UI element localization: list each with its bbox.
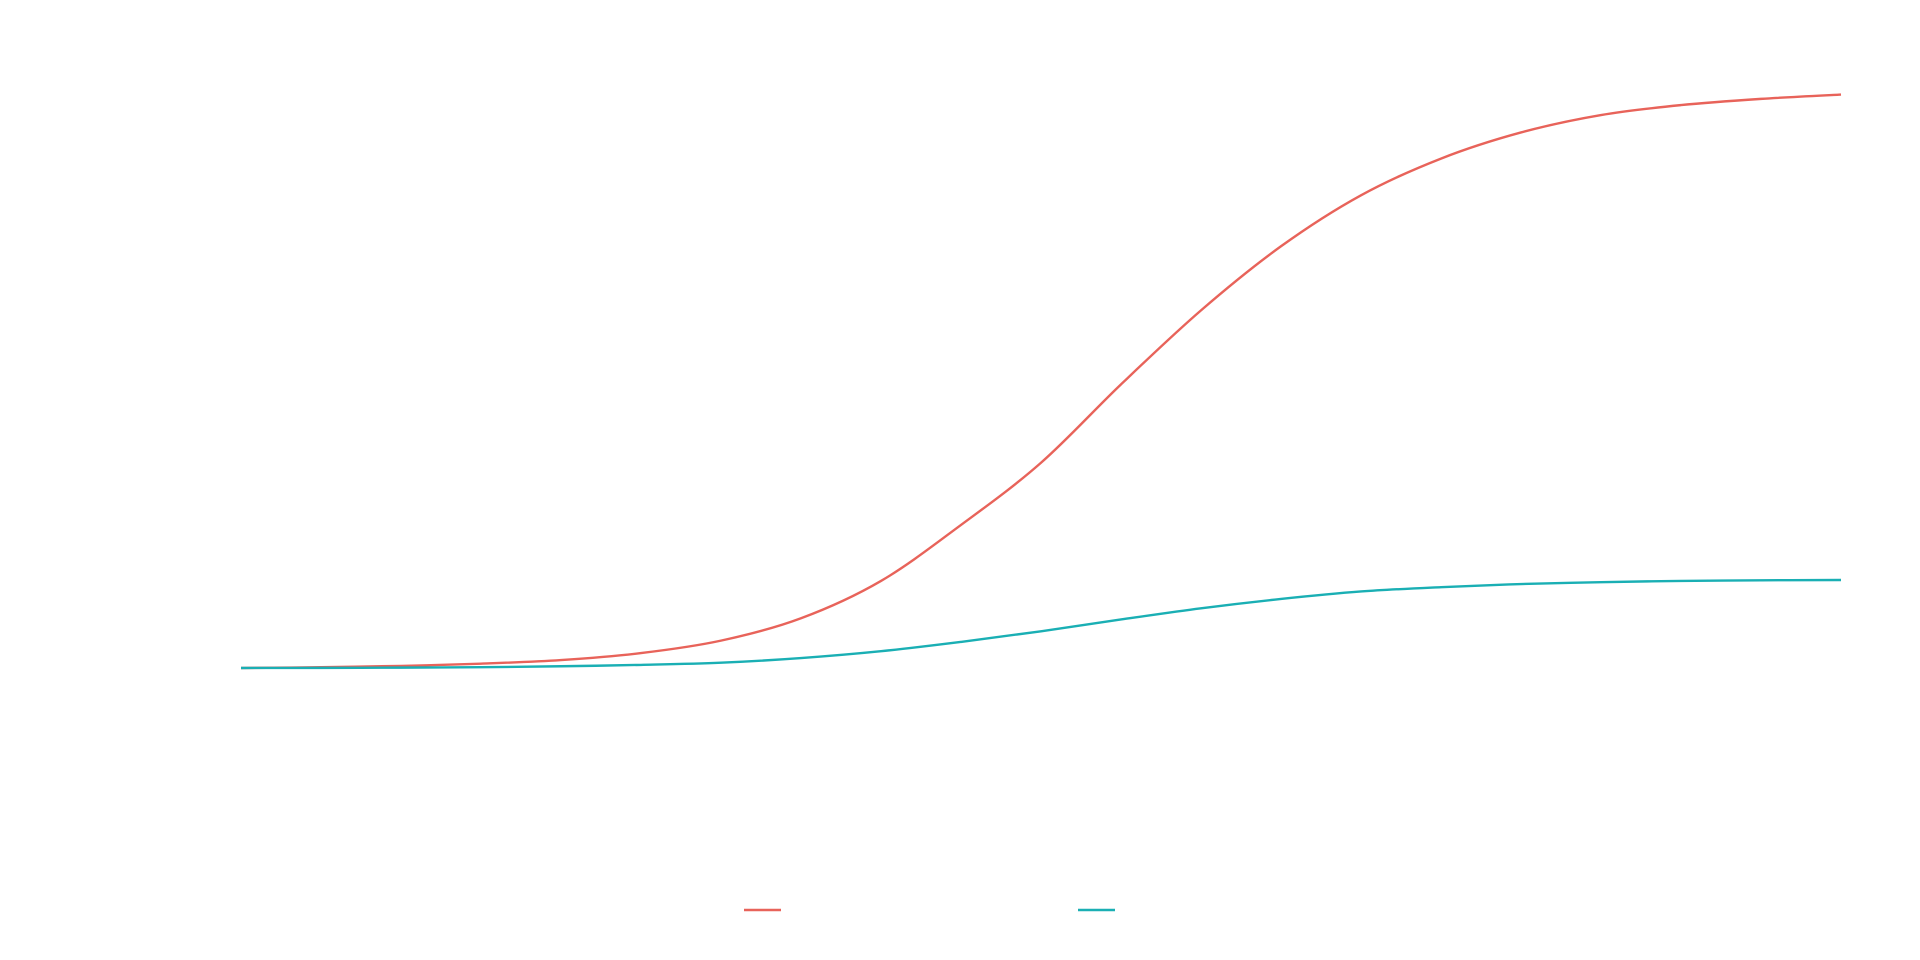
- series-line-1: [240, 93, 1842, 670]
- plot-area: [240, 93, 1842, 670]
- series-line-2: [240, 578, 1842, 670]
